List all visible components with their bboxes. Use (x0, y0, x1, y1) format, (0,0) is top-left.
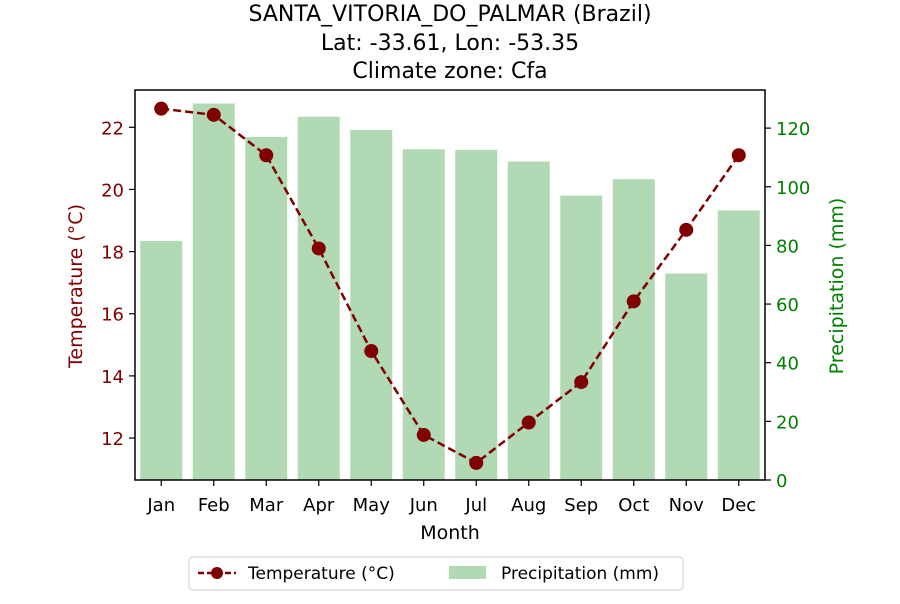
chart-title: SANTA_VITORIA_DO_PALMAR (Brazil) Lat: -3… (248, 2, 651, 84)
temperature-point-jan (154, 101, 169, 116)
temperature-point-aug (521, 415, 536, 430)
temperature-point-jul (469, 455, 484, 470)
legend-frame (188, 556, 684, 591)
temperature-point-dec (731, 148, 746, 163)
temperature-point-may (364, 344, 379, 359)
y-right-tick-label-80: 80 (776, 236, 799, 257)
temperature-line (161, 107, 740, 465)
y-right-tick-label-20: 20 (776, 412, 799, 433)
temperature-point-oct (626, 294, 641, 309)
y-left-tick-label-16: 16 (101, 305, 124, 326)
title-line-2: Lat: -33.61, Lon: -53.35 (321, 31, 579, 56)
x-axis-label: Month (420, 522, 480, 544)
precip-bar-nov (665, 273, 708, 480)
precip-bar-jul (455, 149, 498, 480)
y-right-tick-label-100: 100 (776, 178, 810, 199)
legend-bar-swatch (449, 566, 486, 579)
y-right-tick-label-0: 0 (776, 471, 787, 492)
x-tick-label-mar: Mar (249, 495, 284, 516)
precip-bar-mar (245, 136, 288, 480)
precip-bar-may (350, 129, 393, 480)
precip-bar-jan (140, 241, 183, 480)
temperature-point-jun (416, 427, 431, 442)
temperature-point-apr (311, 241, 326, 256)
y-right-tick-label-120: 120 (776, 119, 810, 140)
y-left-tick-label-14: 14 (101, 367, 124, 388)
plot-frame (134, 89, 766, 481)
x-tick-label-aug: Aug (511, 495, 546, 516)
precip-bar-apr (297, 116, 340, 481)
temperature-point-feb (206, 107, 221, 122)
precip-bar-oct (612, 179, 655, 480)
temperature-point-nov (679, 222, 694, 237)
x-tick-label-jun: Jun (409, 495, 438, 516)
precip-bar-aug (507, 161, 550, 480)
legend-label-precipitation: Precipitation (mm) (501, 564, 659, 584)
precip-bar-jun (402, 149, 445, 480)
legend-marker-swatch (211, 567, 223, 579)
x-tick-label-nov: Nov (669, 495, 704, 516)
x-tick-label-may: May (353, 495, 391, 516)
legend: Temperature (°C) Precipitation (mm) (188, 556, 684, 591)
title-line-3: Climate zone: Cfa (352, 59, 547, 84)
temperature-point-mar (259, 148, 274, 163)
title-line-1: SANTA_VITORIA_DO_PALMAR (Brazil) (248, 2, 651, 27)
x-tick-label-jul: Jul (464, 495, 487, 516)
y-axis-left-label: Temperature (°C) (65, 204, 87, 369)
axes: Month Temperature (°C) Precipitation (mm… (65, 89, 848, 544)
precip-bar-sep (560, 195, 603, 480)
legend-label-temperature: Temperature (°C) (247, 564, 395, 584)
y-left-tick-label-18: 18 (101, 243, 124, 264)
x-tick-label-oct: Oct (618, 495, 649, 516)
x-tick-label-feb: Feb (198, 495, 230, 516)
y-left-tick-label-20: 20 (101, 180, 124, 201)
x-tick-label-dec: Dec (721, 495, 756, 516)
x-tick-label-sep: Sep (564, 495, 598, 516)
precip-bar-dec (717, 210, 760, 480)
plot-area (140, 101, 760, 481)
x-tick-label-jan: Jan (146, 495, 175, 516)
x-tick-label-apr: Apr (303, 495, 335, 516)
y-left-tick-label-22: 22 (101, 118, 124, 139)
y-right-tick-label-40: 40 (776, 354, 799, 375)
y-right-tick-label-60: 60 (776, 295, 799, 316)
temperature-point-sep (574, 375, 589, 390)
y-axis-right-label: Precipitation (mm) (826, 198, 848, 375)
precip-bar-feb (192, 103, 235, 481)
y-left-tick-label-12: 12 (101, 429, 124, 450)
